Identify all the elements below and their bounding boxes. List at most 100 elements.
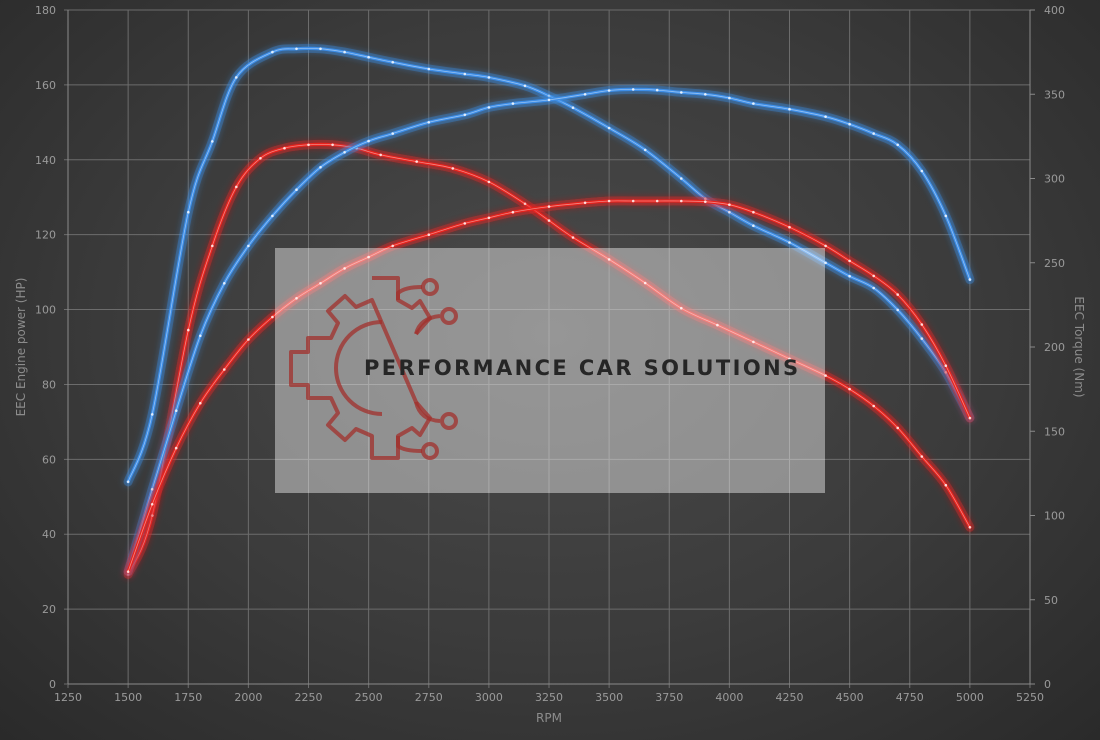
x-tick-label: 2750	[415, 691, 443, 704]
y-right-tick-label: 100	[1044, 510, 1065, 523]
series-point	[295, 47, 298, 51]
series-point	[631, 88, 635, 91]
x-tick-label: 3500	[595, 691, 623, 704]
series-point	[896, 426, 899, 430]
y-left-tick-label: 140	[35, 154, 56, 167]
series-2	[123, 139, 975, 579]
x-tick-label: 4750	[896, 691, 924, 704]
series-point	[126, 570, 130, 573]
y-right-tick-label: 400	[1044, 4, 1065, 17]
series-point	[680, 199, 683, 203]
y-right-axis-title: EEC Torque (Nm)	[1072, 296, 1086, 397]
series-point	[631, 199, 635, 203]
series-lines	[123, 43, 975, 579]
y-right-tick-label: 200	[1044, 341, 1065, 354]
watermark: PERFORMANCE CAR SOLUTIONS	[275, 248, 825, 493]
series-point	[463, 113, 467, 117]
series-point	[367, 255, 370, 259]
series-point	[788, 225, 791, 229]
series-point	[704, 200, 707, 203]
series-point	[487, 216, 491, 220]
series-point	[788, 357, 791, 361]
series-point	[523, 84, 527, 88]
watermark-text: PERFORMANCE CAR SOLUTIONS	[364, 356, 801, 380]
series-point	[607, 199, 611, 203]
watermark-panel	[275, 248, 825, 493]
series-point	[680, 91, 683, 94]
series-3	[123, 84, 975, 577]
series-point	[331, 143, 334, 147]
series-point	[343, 267, 346, 270]
series-point	[126, 480, 130, 484]
series-point	[511, 210, 515, 214]
series-point	[824, 374, 827, 377]
series-point	[968, 526, 972, 529]
series-point	[247, 338, 250, 341]
series-point	[451, 167, 455, 170]
series-point	[655, 199, 659, 203]
series-point	[752, 340, 755, 344]
x-tick-label: 4500	[836, 691, 864, 704]
series-point	[872, 404, 875, 408]
x-tick-label: 5000	[956, 691, 984, 704]
series-point	[571, 236, 575, 239]
series-point	[223, 368, 226, 371]
series-point	[367, 55, 370, 59]
series-point	[752, 102, 755, 105]
y-right-tick-label: 250	[1044, 257, 1065, 270]
x-tick-label: 2000	[234, 691, 262, 704]
y-left-tick-label: 20	[42, 603, 56, 616]
series-point	[944, 364, 948, 368]
series-point	[547, 219, 551, 222]
series-point	[680, 306, 683, 310]
series-point	[319, 47, 322, 51]
series-point	[307, 143, 310, 147]
series-point	[391, 132, 395, 135]
series-point	[728, 203, 731, 206]
series-point	[295, 188, 298, 191]
series-point	[150, 503, 154, 506]
x-tick-label: 1750	[174, 691, 202, 704]
series-point	[174, 409, 178, 413]
series-point	[944, 483, 948, 487]
y-right-tick-label: 50	[1044, 594, 1058, 607]
series-point	[150, 413, 154, 416]
series-point	[319, 166, 322, 169]
series-point	[283, 146, 286, 150]
y-left-tick-label: 180	[35, 4, 56, 17]
y-left-tick-label: 100	[35, 304, 56, 317]
series-point	[547, 205, 551, 208]
series-4	[123, 196, 975, 577]
series-point	[728, 96, 731, 100]
y-right-tick-label: 0	[1044, 678, 1051, 691]
series-point	[704, 93, 707, 96]
x-tick-label: 4000	[715, 691, 743, 704]
series-point	[920, 323, 924, 326]
series-point	[391, 60, 395, 64]
x-axis-title: RPM	[536, 711, 562, 725]
series-point	[391, 244, 395, 248]
series-point	[415, 160, 419, 163]
series-point	[199, 334, 202, 338]
series-point	[343, 50, 346, 54]
series-point	[728, 210, 731, 214]
series-point	[607, 89, 611, 92]
series-point	[187, 210, 190, 214]
series-point	[427, 233, 431, 236]
y-right-tick-label: 350	[1044, 88, 1065, 101]
series-point	[848, 259, 851, 263]
series-point	[571, 106, 575, 109]
series-point	[643, 281, 647, 285]
series-point	[607, 126, 611, 130]
x-tick-label: 5250	[1016, 691, 1044, 704]
series-point	[343, 151, 346, 154]
series-point	[872, 274, 875, 278]
series-point	[824, 115, 827, 118]
series-1	[123, 43, 975, 487]
series-point	[187, 328, 190, 332]
y-left-tick-label: 60	[42, 453, 56, 466]
series-point	[463, 72, 467, 76]
series-point	[295, 297, 298, 300]
series-point	[150, 488, 154, 491]
series-point	[752, 224, 755, 227]
